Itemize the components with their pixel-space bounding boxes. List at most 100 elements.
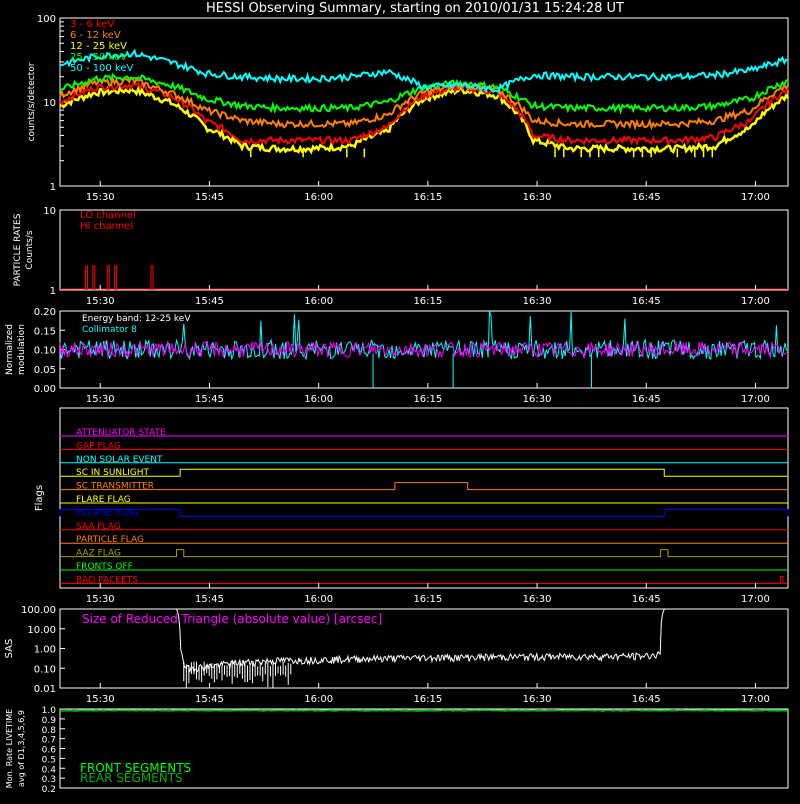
mod-annotation: Energy band: 12-25 keV: [82, 314, 191, 324]
flag-line-4: [60, 482, 788, 491]
x-tick-label-1-4: 16:30: [523, 192, 552, 203]
pr-spike-4: [150, 265, 154, 290]
flag-label-5: FLARE FLAG: [76, 495, 131, 505]
page-title: HESSI Observing Summary, starting on 201…: [206, 1, 624, 16]
x-tick-label-4-5: 16:45: [632, 594, 661, 605]
cr-ytick-label-2: 100: [37, 14, 56, 25]
flag-label-10: FRONTS OFF: [76, 562, 133, 572]
y-tick-label-p-1: 1: [50, 286, 56, 297]
x-tick-label-5-0: 15:30: [86, 694, 115, 705]
particle-rate-panel: [59, 209, 789, 291]
x-tick-label-3-1: 15:45: [195, 394, 224, 405]
flag-label-11: BAD PACKETS: [76, 575, 138, 585]
x-tick-label-4-0: 15:30: [86, 594, 115, 605]
cr-series-3: [59, 72, 789, 115]
lt-ytick-label-0: 1.0: [42, 706, 57, 716]
flag-label-4: SC TRANSMITTER: [76, 482, 154, 492]
flag-label-6: ECLIPSE FLAG: [76, 508, 139, 518]
flag-label-9: AAZ FLAG: [76, 549, 121, 559]
x-tick-label-5-5: 16:45: [632, 694, 661, 705]
sas-ytick-label-0: 100.00: [21, 605, 56, 616]
lt-ytick-label-7: 0.3: [42, 775, 56, 785]
x-tick-label-2-6: 17:00: [741, 296, 770, 307]
flag-line-6: [59, 508, 789, 517]
sas-ytick-label-3: 0.10: [34, 664, 56, 675]
x-tick-label-3-5: 16:45: [632, 394, 661, 405]
lt-ytick-label-2: 0.8: [42, 726, 57, 736]
pr-spike-3: [114, 265, 118, 290]
cr-ylabel: counts/s/detector: [27, 62, 37, 141]
x-tick-label-4-3: 16:15: [413, 594, 442, 605]
sas-series: [176, 608, 667, 674]
flags-panel: [59, 407, 789, 589]
pr-legend-hi: HI channel: [80, 221, 133, 232]
x-tick-label-1-3: 16:15: [413, 192, 442, 203]
x-tick-label-1-1: 15:45: [195, 192, 224, 203]
lt-ytick-label-3: 0.7: [42, 736, 56, 746]
lt-ytick-label-1: 0.9: [42, 716, 57, 726]
pr-legend-lo: LO channel: [80, 210, 136, 221]
x-tick-label-2-3: 16:15: [413, 296, 442, 307]
x-tick-label-2-4: 16:30: [523, 296, 552, 307]
x-tick-label-1-0: 15:30: [86, 192, 115, 203]
x-tick-label-5-2: 16:00: [304, 694, 333, 705]
pr-ylabel2: Counts/s: [25, 230, 35, 269]
flag-line-11: [60, 575, 788, 584]
y-tick-label-p-0: 10: [43, 206, 56, 217]
x-tick-label-2-5: 16:45: [632, 296, 661, 307]
flag-label-7: SAA FLAG: [76, 522, 121, 532]
mod-series-magenta: [59, 340, 787, 359]
lt-ylabel2: avg of D1,3,4,5,6,9: [17, 710, 26, 787]
x-tick-label-5-6: 17:00: [741, 694, 770, 705]
flag-label-1: GAP FLAG: [76, 441, 121, 451]
mod-ytick-label-3: 0.05: [34, 365, 56, 376]
lt-ytick-label-4: 0.6: [42, 746, 57, 756]
x-tick-label-3-6: 17:00: [741, 394, 770, 405]
flag-line-3: [60, 468, 788, 477]
flag-label-2: NON SOLAR EVENT: [76, 455, 163, 465]
x-tick-label-3-2: 16:00: [304, 394, 333, 405]
flags-ylabel: Flags: [34, 485, 45, 511]
mod-ytick-label-1: 0.15: [34, 326, 56, 337]
mod-ytick-label-2: 0.10: [34, 346, 56, 357]
sas-ytick-label-1: 10.00: [27, 625, 56, 636]
x-tick-label-2-1: 15:45: [195, 296, 224, 307]
lt-ytick-label-6: 0.4: [42, 765, 57, 775]
cr-legend-1: 6 - 12 keV: [70, 30, 121, 41]
mod-ytick-label-4: 0.00: [34, 384, 56, 395]
sas-ytick-label-2: 1.00: [34, 645, 56, 656]
x-tick-label-3-0: 15:30: [86, 394, 115, 405]
mod-ytick-label-0: 0.20: [34, 307, 56, 318]
x-tick-label-2-2: 16:00: [304, 296, 333, 307]
cr-legend-2: 12 - 25 keV: [70, 41, 127, 52]
flag-label-8: PARTICLE FLAG: [76, 535, 144, 545]
cr-ytick-label-0: 1: [50, 182, 56, 193]
x-tick-label-5-1: 15:45: [195, 694, 224, 705]
pr-spike-1: [92, 265, 96, 290]
x-tick-label-4-6: 17:00: [741, 594, 770, 605]
lt-series-1: [59, 709, 789, 712]
x-tick-label-5-3: 16:15: [413, 694, 442, 705]
cr-ytick-label-1: 10: [43, 98, 56, 109]
cr-series-4: [59, 48, 789, 94]
x-tick-label-3-4: 16:30: [523, 394, 552, 405]
x-tick-label-4-4: 16:30: [523, 594, 552, 605]
mod-ylabel: Normalized: [5, 324, 15, 375]
flag-line-9: [60, 549, 788, 558]
x-tick-label-4-1: 15:45: [195, 594, 224, 605]
lt-ylabel: Mon. Rate LIVETIME: [5, 709, 14, 788]
x-tick-label-3-3: 16:15: [413, 394, 442, 405]
lt-legend-0: FRONT SEGMENTS: [80, 761, 191, 775]
x-tick-label-5-4: 16:30: [523, 694, 552, 705]
cr-series-1: [59, 75, 789, 131]
pr-ylabel: PARTICLE RATES: [13, 213, 23, 286]
x-tick-label-2-0: 15:30: [86, 296, 115, 307]
pr-spike-2: [106, 265, 110, 290]
pr-spike-0: [84, 265, 88, 290]
x-tick-label-1-5: 16:45: [632, 192, 661, 203]
mod-ylabel2: modulation: [17, 324, 27, 375]
cr-legend-4: 50 - 100 keV: [70, 63, 134, 74]
flag-label-0: ATTENUATOR STATE: [76, 428, 166, 438]
